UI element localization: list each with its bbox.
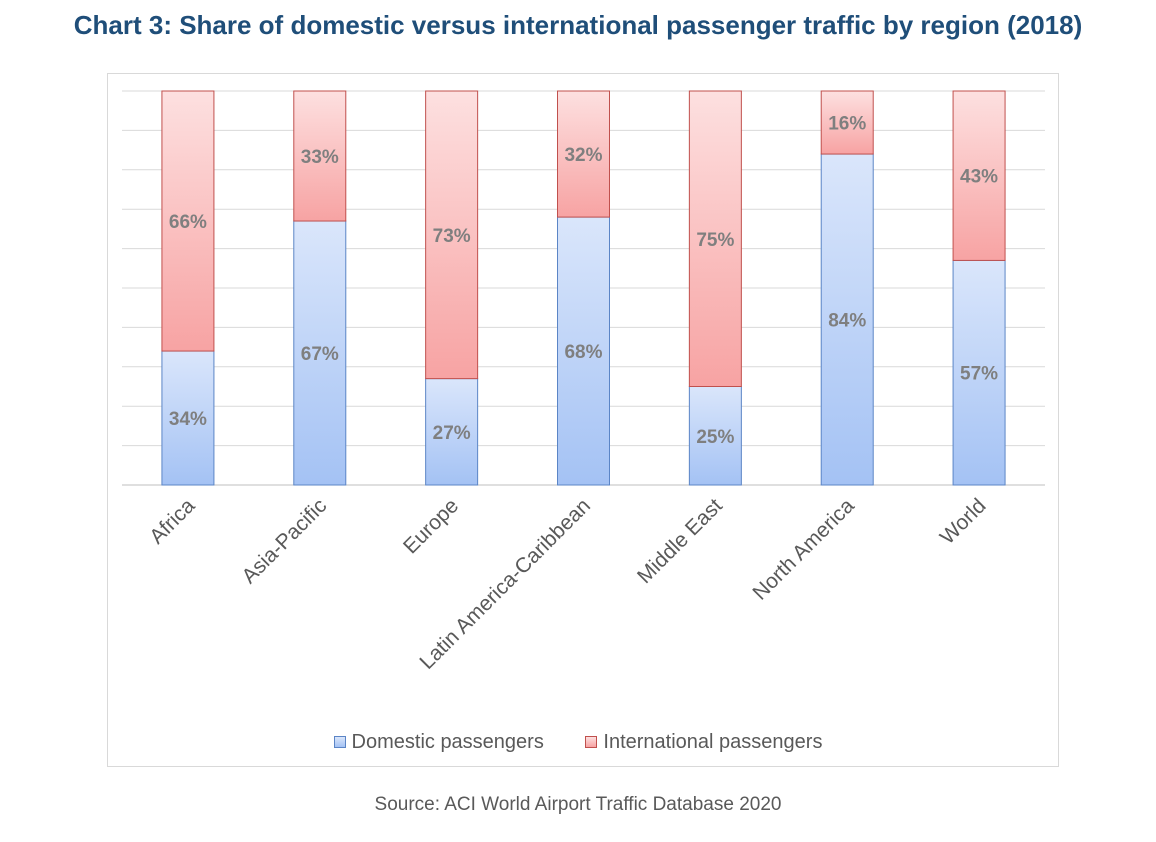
data-label-international-4: 75% xyxy=(696,230,734,251)
legend-item-international: International passengers xyxy=(585,731,822,754)
x-tick-label-1: Asia-Pacific xyxy=(237,494,331,588)
data-label-international-2: 73% xyxy=(433,226,471,247)
x-tick-label-5: North America xyxy=(748,494,859,605)
data-label-international-0: 66% xyxy=(169,212,207,233)
bar-international-4 xyxy=(688,90,742,387)
data-label-domestic-1: 67% xyxy=(301,344,339,365)
data-label-domestic-6: 57% xyxy=(960,364,998,385)
data-labels: 34% 66% 67% 33% 27% 73% 68% 32% 25% 75% 84% 16% 57% 4… xyxy=(169,114,998,448)
legend-item-domestic: Domestic passengers xyxy=(333,731,544,754)
data-label-international-6: 43% xyxy=(960,167,998,188)
data-label-domestic-2: 27% xyxy=(433,423,471,444)
x-tick-label-6: World xyxy=(936,494,991,549)
bar-international-5 xyxy=(820,90,874,155)
bar-domestic-4 xyxy=(688,386,742,486)
bar-international-0 xyxy=(161,90,215,352)
data-label-international-3: 32% xyxy=(564,145,602,166)
data-label-international-1: 33% xyxy=(301,147,339,168)
data-label-international-5: 16% xyxy=(828,114,866,135)
bar-domestic-1 xyxy=(293,220,347,486)
legend-swatch-domestic xyxy=(333,736,346,748)
data-label-domestic-3: 68% xyxy=(564,342,602,363)
legend-label-domestic: Domestic passengers xyxy=(351,731,544,753)
bar-domestic-5 xyxy=(820,153,874,486)
data-label-domestic-4: 25% xyxy=(696,427,734,448)
chart-frame xyxy=(107,73,1059,767)
x-tick-label-2: Europe xyxy=(399,494,463,558)
bar-international-6 xyxy=(952,90,1006,261)
bar-international-1 xyxy=(293,90,347,222)
x-tick-label-4: Middle East xyxy=(633,494,727,588)
bar-international-2 xyxy=(425,90,479,380)
data-label-domestic-5: 84% xyxy=(828,311,866,332)
bar-domestic-3 xyxy=(557,216,610,486)
legend-swatch-international xyxy=(585,736,598,748)
legend: Domestic passengers International passen… xyxy=(0,731,1156,754)
bar-international-3 xyxy=(557,90,610,218)
bars xyxy=(161,90,1006,486)
bar-domestic-0 xyxy=(161,350,215,486)
x-tick-label-0: Africa xyxy=(145,494,199,548)
chart-title: Chart 3: Share of domestic versus intern… xyxy=(73,10,1083,40)
legend-label-international: International passengers xyxy=(603,731,823,753)
data-label-domestic-0: 34% xyxy=(169,409,207,430)
source-note: Source: ACI World Airport Traffic Databa… xyxy=(374,794,782,815)
